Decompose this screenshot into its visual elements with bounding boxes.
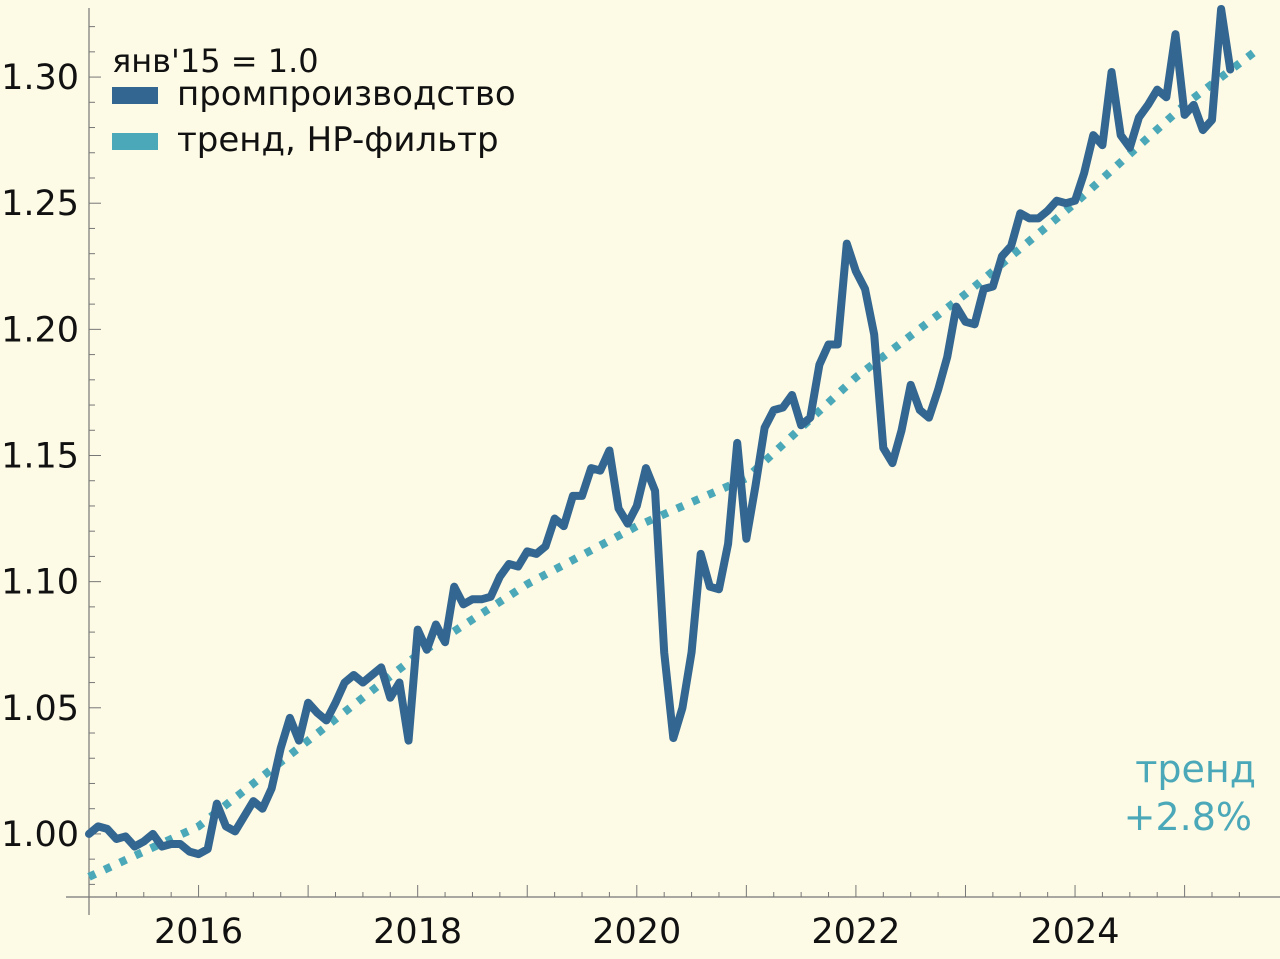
x-tick-label: 2020 [592,912,681,952]
legend: янв'15 = 1.0 промпроизводство тренд, HP-… [112,42,516,160]
y-tick-label: 1.10 [1,563,79,603]
y-tick-label: 1.15 [1,437,79,477]
trend-annotation: тренд +2.8% [1124,747,1256,839]
legend-swatch-industrial-production [112,87,158,104]
y-tick-label: 1.05 [1,689,79,729]
x-ticks: 2016 2018 2020 2022 2024 [88,885,1240,952]
trend-annotation-label: тренд [1135,747,1256,791]
x-tick-label: 2016 [154,912,243,952]
series-layer [85,4,1261,881]
legend-label-industrial-production: промпроизводство [177,74,516,114]
y-tick-label: 1.20 [1,310,79,350]
legend-label-trend: тренд, HP-фильтр [177,120,499,160]
y-ticks: 1.00 1.05 1.10 1.15 1.20 1.25 1.30 [1,26,101,885]
industrial-production-series-line [85,4,1235,859]
x-tick-label: 2024 [1030,912,1119,952]
y-tick-label: 1.00 [1,815,79,855]
x-tick-label: 2022 [811,912,900,952]
legend-title: янв'15 = 1.0 [112,42,319,80]
y-tick-label: 1.25 [1,184,79,224]
y-tick-label: 1.30 [1,58,79,98]
x-tick-label: 2018 [373,912,462,952]
legend-swatch-trend [112,133,158,150]
trend-series-line [87,46,1261,881]
trend-annotation-value: +2.8% [1124,795,1252,839]
